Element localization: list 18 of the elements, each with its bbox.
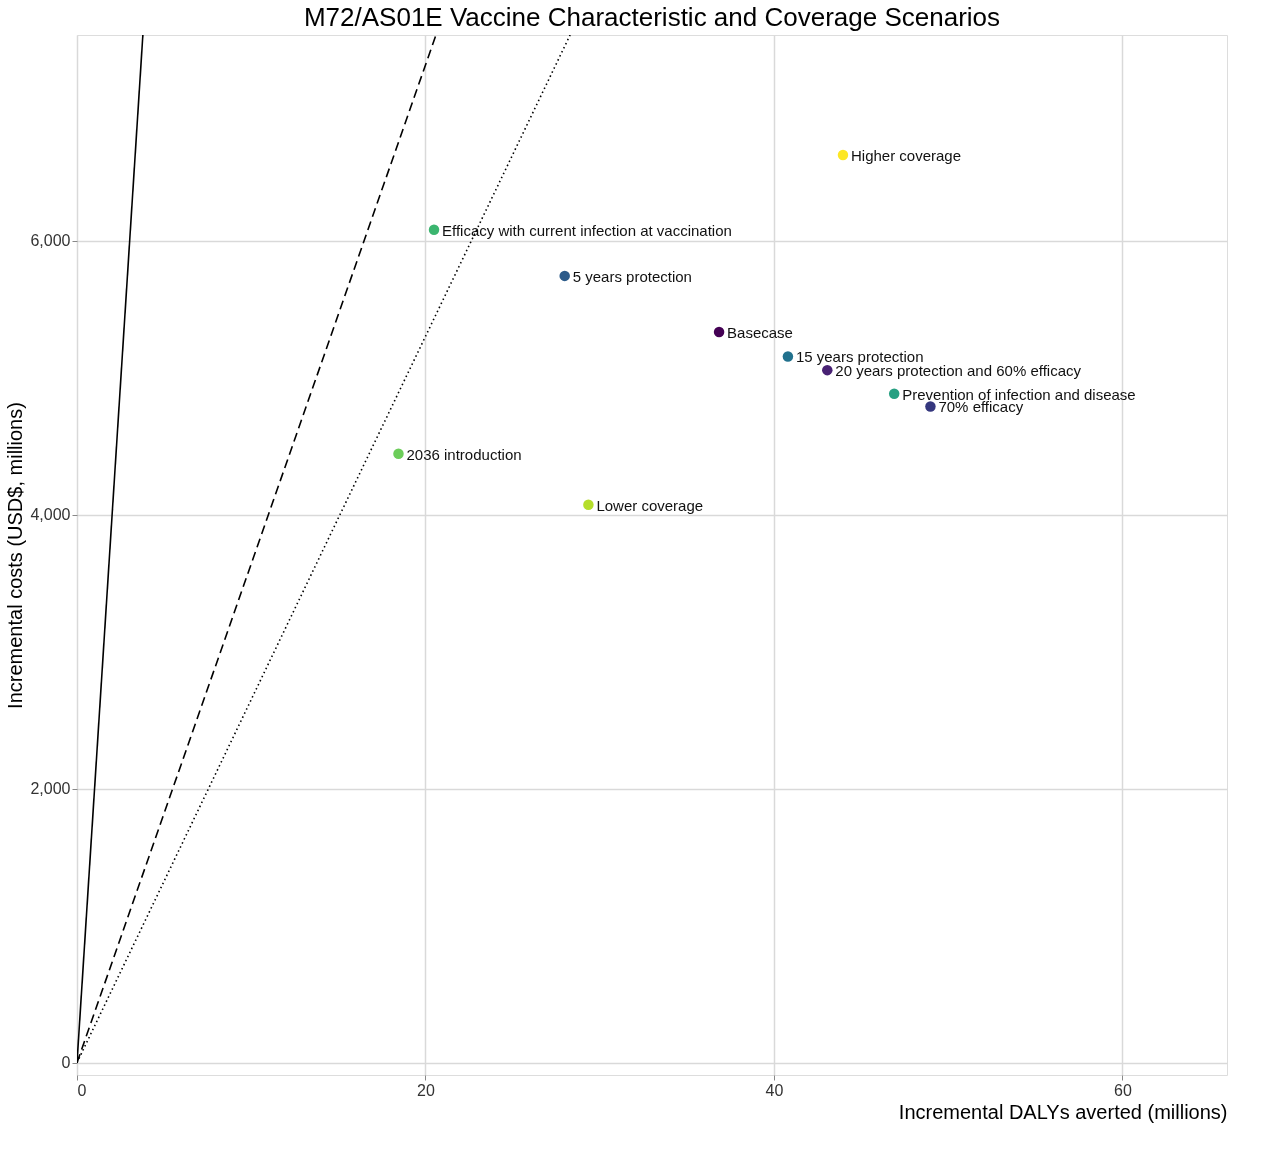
series-label: 5 years protection bbox=[572, 267, 692, 285]
series-label: Basecase bbox=[727, 323, 793, 341]
series-label: 2036 introduction bbox=[406, 445, 522, 463]
y-tick-label: 2,000 bbox=[30, 780, 71, 798]
x-tick-label: 20 bbox=[417, 1081, 435, 1099]
series-label: Lower coverage bbox=[596, 496, 704, 514]
y-axis-title: Incremental costs (USD$, millions) bbox=[4, 402, 27, 709]
series-label: Higher coverage bbox=[850, 147, 962, 165]
chart-title: M72/AS01E Vaccine Characteristic and Coverage Scenarios bbox=[303, 2, 1001, 32]
x-axis-title: Incremental DALYs averted (millions) bbox=[898, 1100, 1228, 1123]
x-tick-label: 40 bbox=[765, 1081, 784, 1099]
series-label: 15 years protection bbox=[795, 348, 924, 366]
series-label: Efficacy with current infection at vaccination bbox=[442, 221, 732, 239]
y-tick-label: 6,000 bbox=[30, 232, 71, 250]
y-tick-label: 4,000 bbox=[30, 506, 71, 524]
x-tick-label: 60 bbox=[1114, 1081, 1132, 1099]
x-tick-label: 0 bbox=[77, 1081, 87, 1099]
y-tick-label: 0 bbox=[61, 1054, 71, 1072]
